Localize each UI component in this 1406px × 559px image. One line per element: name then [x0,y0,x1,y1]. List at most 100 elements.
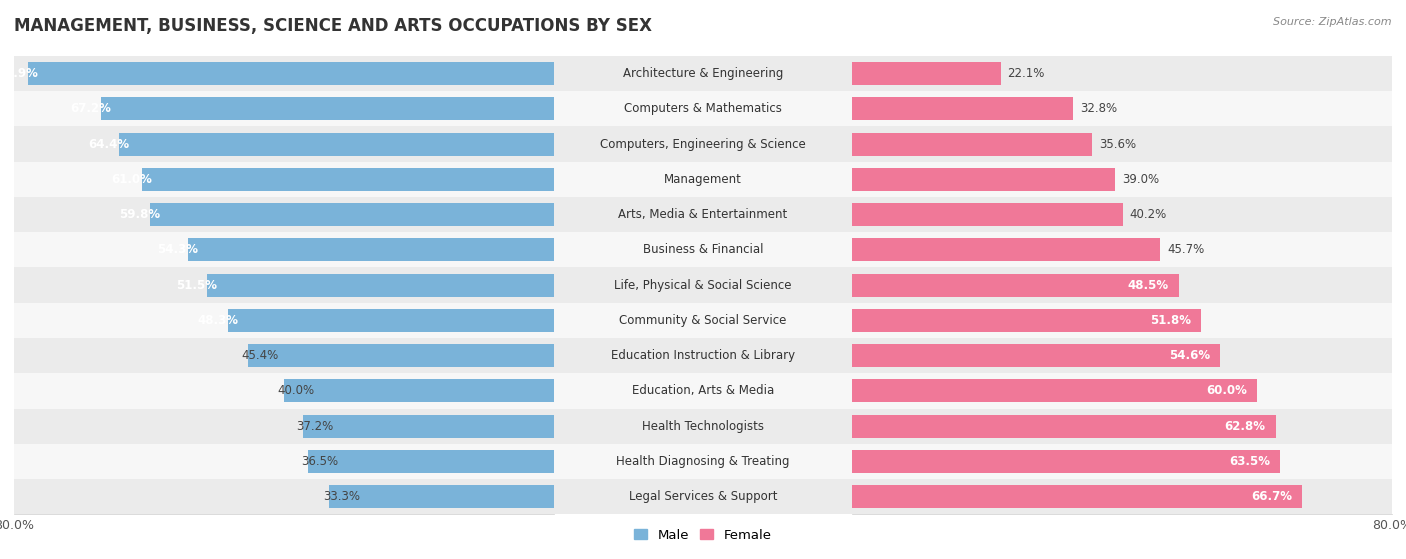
Text: 37.2%: 37.2% [297,420,333,433]
Bar [852,91,1392,126]
Text: 59.8%: 59.8% [120,208,160,221]
Text: 39.0%: 39.0% [1122,173,1159,186]
Text: 62.8%: 62.8% [1225,420,1265,433]
Bar [187,238,554,261]
Text: MANAGEMENT, BUSINESS, SCIENCE AND ARTS OCCUPATIONS BY SEX: MANAGEMENT, BUSINESS, SCIENCE AND ARTS O… [14,17,652,35]
Bar [852,273,1180,296]
Text: Source: ZipAtlas.com: Source: ZipAtlas.com [1274,17,1392,27]
Bar [100,97,554,120]
Bar [14,338,554,373]
Bar [14,479,554,514]
Text: Business & Financial: Business & Financial [643,243,763,257]
Text: 35.6%: 35.6% [1099,138,1136,150]
Bar [14,373,554,409]
Bar [852,373,1392,409]
Bar [852,409,1392,444]
Bar [852,232,1392,267]
Bar [14,232,554,267]
Bar [142,168,554,191]
Bar [14,409,554,444]
Bar [554,409,852,444]
Legend: Male, Female: Male, Female [628,523,778,547]
Text: 33.3%: 33.3% [323,490,360,503]
Text: Education Instruction & Library: Education Instruction & Library [612,349,794,362]
Bar [852,485,1302,508]
Text: Community & Social Service: Community & Social Service [619,314,787,327]
Bar [852,309,1202,332]
Text: 67.2%: 67.2% [70,102,111,115]
Bar [852,344,1220,367]
Bar [308,450,554,473]
Text: 40.0%: 40.0% [277,385,315,397]
Text: Education, Arts & Media: Education, Arts & Media [631,385,775,397]
Bar [554,197,852,232]
Bar [14,91,554,126]
Bar [852,197,1392,232]
Bar [14,56,554,91]
Bar [14,303,554,338]
Text: 48.3%: 48.3% [197,314,238,327]
Bar [228,309,554,332]
Bar [554,303,852,338]
Bar [284,380,554,402]
Text: 45.4%: 45.4% [240,349,278,362]
Bar [852,238,1160,261]
Text: 22.1%: 22.1% [1008,67,1045,80]
Bar [852,203,1123,226]
Bar [150,203,554,226]
Text: 54.3%: 54.3% [157,243,198,257]
Bar [852,444,1392,479]
Text: Architecture & Engineering: Architecture & Engineering [623,67,783,80]
Bar [554,479,852,514]
Bar [554,267,852,303]
Bar [14,444,554,479]
Bar [554,232,852,267]
Text: 32.8%: 32.8% [1080,102,1116,115]
Bar [852,303,1392,338]
Text: Health Technologists: Health Technologists [643,420,763,433]
Text: Life, Physical & Social Science: Life, Physical & Social Science [614,278,792,292]
Bar [554,444,852,479]
Bar [207,273,554,296]
Bar [852,97,1073,120]
Bar [852,267,1392,303]
Text: 36.5%: 36.5% [301,455,339,468]
Text: Management: Management [664,173,742,186]
Bar [852,132,1092,155]
Text: 40.2%: 40.2% [1130,208,1167,221]
Bar [852,168,1115,191]
Text: 63.5%: 63.5% [1229,455,1271,468]
Text: 64.4%: 64.4% [89,138,129,150]
Bar [852,380,1257,402]
Bar [14,162,554,197]
Bar [14,126,554,162]
Bar [554,373,852,409]
Text: 61.0%: 61.0% [111,173,152,186]
Bar [852,338,1392,373]
Text: Computers & Mathematics: Computers & Mathematics [624,102,782,115]
Bar [304,415,554,438]
Bar [852,479,1392,514]
Text: 51.5%: 51.5% [176,278,217,292]
Text: 48.5%: 48.5% [1128,278,1168,292]
Bar [852,415,1275,438]
Text: 66.7%: 66.7% [1251,490,1292,503]
Bar [852,126,1392,162]
Bar [28,62,554,85]
Bar [852,62,1001,85]
Bar [852,162,1392,197]
Text: 60.0%: 60.0% [1206,385,1247,397]
Bar [554,162,852,197]
Bar [554,91,852,126]
Bar [329,485,554,508]
Text: 45.7%: 45.7% [1167,243,1205,257]
Text: Computers, Engineering & Science: Computers, Engineering & Science [600,138,806,150]
Bar [852,56,1392,91]
Bar [14,267,554,303]
Bar [554,126,852,162]
Text: 54.6%: 54.6% [1170,349,1211,362]
Text: Legal Services & Support: Legal Services & Support [628,490,778,503]
Text: 77.9%: 77.9% [0,67,38,80]
Bar [247,344,554,367]
Bar [852,450,1281,473]
